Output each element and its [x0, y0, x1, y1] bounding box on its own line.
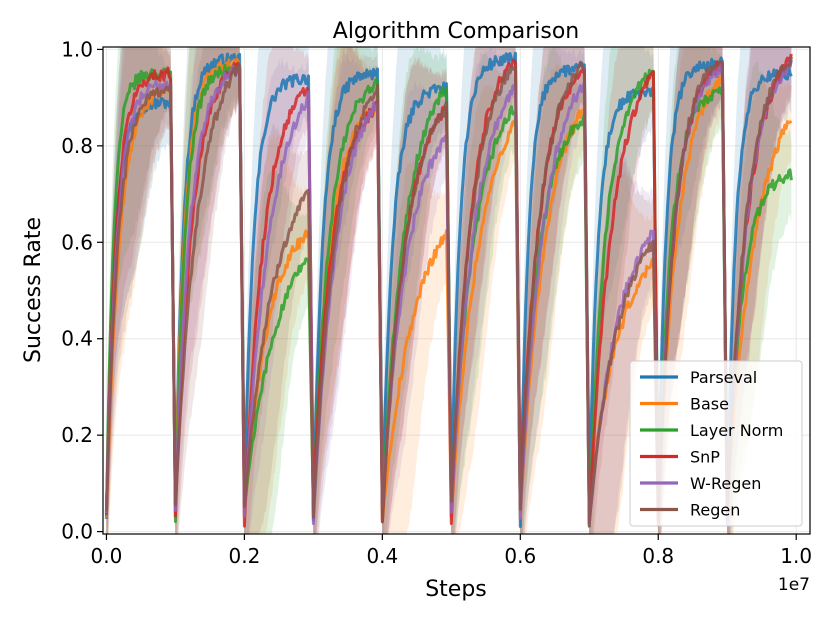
y-tick-label: 0.6	[61, 230, 93, 254]
x-tick-label: 0.8	[642, 544, 674, 568]
legend-label: W-Regen	[690, 474, 761, 493]
plot-frame	[102, 46, 811, 535]
x-tick-label: 0.6	[504, 544, 536, 568]
x-tick-label: 0.0	[91, 544, 123, 568]
y-tick-label: 0.4	[61, 327, 93, 351]
series-line-regen	[104, 56, 793, 527]
x-axis-ticks: 0.0 0.2 0.4 0.6 0.8 1.0	[91, 534, 812, 568]
x-tick-label: 0.4	[366, 544, 398, 568]
x-axis-title: Steps	[425, 577, 487, 602]
y-tick-label: 0.2	[61, 423, 93, 447]
y-tick-label: 0.0	[61, 520, 93, 544]
y-tick-label: 0.8	[61, 134, 93, 158]
x-tick-label: 1.0	[780, 544, 812, 568]
series-lines	[104, 51, 793, 528]
y-tick-label: 1.0	[61, 37, 93, 61]
legend-label: Base	[690, 395, 729, 414]
y-axis-ticks: 0.0 0.2 0.4 0.6 0.8 1.0	[61, 37, 103, 544]
x-axis-offset-label: 1e7	[778, 575, 810, 595]
legend-label: Parseval	[690, 368, 757, 387]
legend-label: SnP	[690, 448, 720, 467]
legend: Parseval Base Layer Norm SnP W-Regen Regen	[629, 360, 803, 527]
chart-title: Algorithm Comparison	[333, 19, 579, 44]
legend-label: Regen	[690, 501, 740, 520]
legend-label: Layer Norm	[690, 421, 783, 440]
y-axis-title: Success Rate	[21, 217, 46, 363]
x-tick-label: 0.2	[228, 544, 260, 568]
